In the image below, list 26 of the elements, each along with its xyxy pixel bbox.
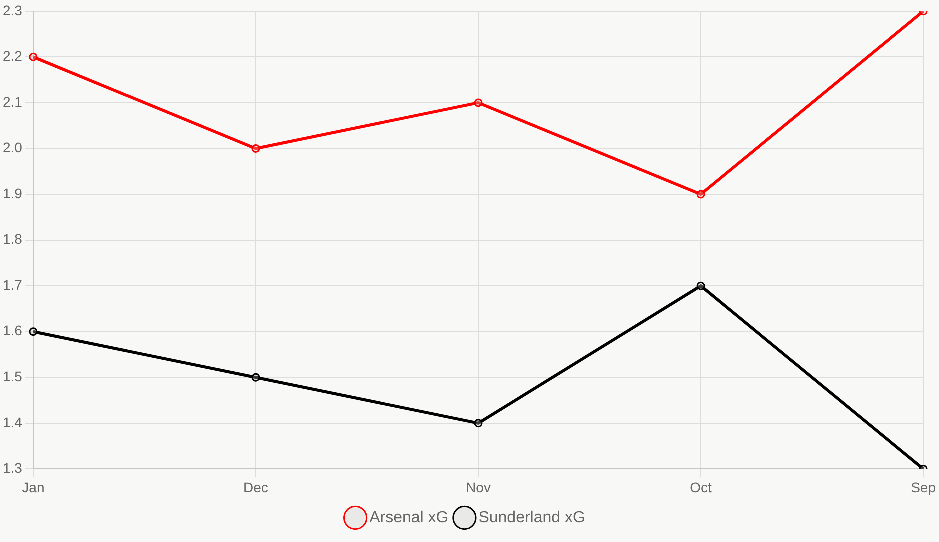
point [696, 282, 706, 290]
point [696, 190, 706, 199]
y-tick-label: 1.9 [2, 185, 23, 202]
x-tick-label: Oct [690, 479, 712, 496]
point [474, 98, 483, 108]
y-tick-label: 1.6 [2, 322, 23, 339]
x-tick-label: Dec [244, 479, 268, 496]
point [29, 52, 38, 62]
legend-label: Arsenal xG [370, 509, 449, 526]
y-tick-label: 1.8 [2, 231, 23, 248]
y-tick-label: 2.2 [2, 48, 23, 64]
y-tick-label: 1.4 [2, 414, 23, 430]
point [29, 328, 38, 336]
x-tick-label: Sep [911, 479, 936, 496]
y-tick-label: 2.0 [2, 140, 23, 156]
y-tick-label: 1.5 [2, 368, 23, 384]
y-tick-label: 2.3 [2, 2, 23, 18]
point [252, 144, 260, 153]
point [474, 419, 483, 428]
legend-label: Sunderland xG [478, 509, 586, 526]
y-tick-label: 1.7 [2, 276, 23, 293]
x-tick-label: Nov [466, 479, 491, 496]
y-tick-label: 2.1 [2, 94, 23, 110]
point [252, 373, 260, 382]
x-tick-label: Jan [22, 479, 45, 496]
y-tick-label: 1.3 [2, 460, 23, 476]
